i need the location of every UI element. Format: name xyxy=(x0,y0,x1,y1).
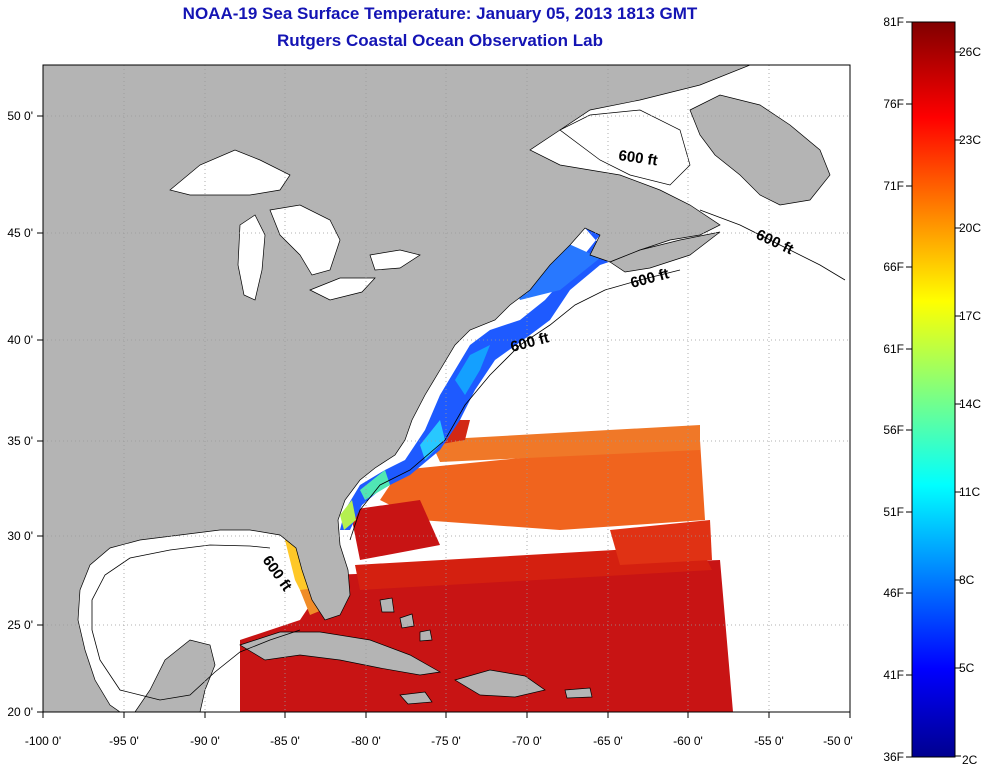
lon-tick-label: -65 0' xyxy=(593,734,623,748)
lon-axis: -100 0' -95 0' -90 0' -85 0' -80 0' -75 … xyxy=(25,712,853,748)
colorbar-c-label: 2C xyxy=(962,753,978,767)
colorbar-c-label: 14C xyxy=(959,397,981,411)
colorbar: 81F 76F 71F 66F 61F 56F 51F 46F 41F 36F … xyxy=(883,15,981,767)
contour-label: 600 ft xyxy=(617,147,658,169)
lon-tick-label: -50 0' xyxy=(823,734,853,748)
lon-tick-label: -70 0' xyxy=(512,734,542,748)
lat-tick-label: 20 0' xyxy=(7,705,33,719)
colorbar-f-label: 66F xyxy=(883,260,904,274)
lat-tick-label: 30 0' xyxy=(7,529,33,543)
colorbar-f-label: 56F xyxy=(883,423,904,437)
colorbar-f-label: 71F xyxy=(883,179,904,193)
lon-tick-label: -100 0' xyxy=(25,734,61,748)
lakes-layer xyxy=(169,109,691,301)
colorbar-c-label: 5C xyxy=(959,661,975,675)
lon-tick-label: -85 0' xyxy=(270,734,300,748)
lat-tick-label: 50 0' xyxy=(7,109,33,123)
colorbar-c-label: 11C xyxy=(959,485,980,499)
lat-tick-label: 25 0' xyxy=(7,618,33,632)
map-subtitle: Rutgers Coastal Ocean Observation Lab xyxy=(277,31,603,50)
colorbar-c-label: 17C xyxy=(959,309,981,323)
colorbar-c-label: 26C xyxy=(959,45,981,59)
lon-tick-label: -55 0' xyxy=(754,734,784,748)
lat-tick-label: 40 0' xyxy=(7,333,33,347)
lon-tick-label: -95 0' xyxy=(109,734,139,748)
colorbar-f-label: 41F xyxy=(883,668,904,682)
colorbar-f-label: 36F xyxy=(883,750,904,764)
map-grid xyxy=(43,65,850,712)
colorbar-f-label: 61F xyxy=(883,342,904,356)
colorbar-f-label: 51F xyxy=(883,505,904,519)
lon-tick-label: -80 0' xyxy=(351,734,381,748)
lat-tick-label: 35 0' xyxy=(7,434,33,448)
colorbar-c-label: 23C xyxy=(959,133,981,147)
lat-tick-label: 45 0' xyxy=(7,226,33,240)
colorbar-c-label: 8C xyxy=(959,573,975,587)
colorbar-f-label: 76F xyxy=(883,97,904,111)
colorbar-f-label: 81F xyxy=(883,15,904,29)
map-title: NOAA-19 Sea Surface Temperature: January… xyxy=(182,4,698,23)
lat-axis: 50 0' 45 0' 40 0' 35 0' 30 0' 25 0' 20 0… xyxy=(7,109,43,719)
colorbar-c-label: 20C xyxy=(959,221,981,235)
sst-data-layer xyxy=(230,178,733,712)
colorbar-f-label: 46F xyxy=(883,586,904,600)
lon-tick-label: -75 0' xyxy=(431,734,461,748)
land-layer xyxy=(43,65,831,712)
lon-tick-label: -60 0' xyxy=(673,734,703,748)
lon-tick-label: -90 0' xyxy=(190,734,220,748)
colorbar-gradient xyxy=(911,21,956,758)
depth-contours xyxy=(91,209,846,701)
